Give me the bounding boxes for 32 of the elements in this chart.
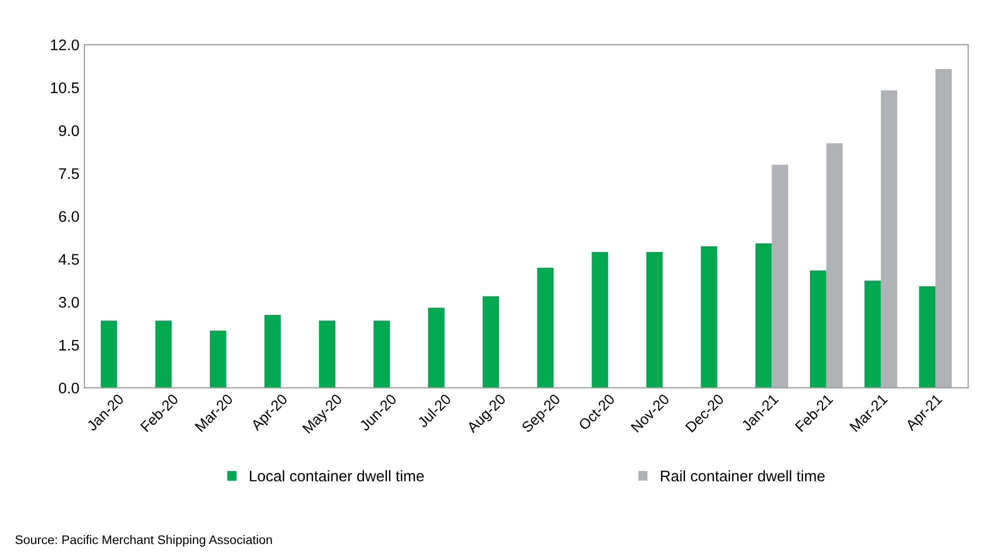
bar bbox=[772, 164, 788, 388]
bar bbox=[264, 314, 281, 388]
bar bbox=[537, 268, 554, 388]
y-tick-label: 12.0 bbox=[50, 40, 79, 50]
y-tick-label: 0.0 bbox=[58, 382, 79, 394]
bar bbox=[374, 320, 390, 388]
bar bbox=[318, 320, 336, 388]
y-tick-label: 10.5 bbox=[50, 82, 79, 94]
bar bbox=[919, 286, 936, 388]
bar bbox=[826, 143, 843, 388]
bar bbox=[100, 320, 118, 388]
source-note: Source: Pacific Merchant Shipping Association bbox=[15, 534, 272, 547]
bar bbox=[880, 90, 898, 388]
bar bbox=[864, 280, 881, 388]
y-tick-label: 7.5 bbox=[59, 168, 79, 180]
legend-label: Local container dwell time bbox=[250, 470, 424, 482]
bar bbox=[428, 308, 444, 388]
bar bbox=[210, 330, 226, 388]
bar bbox=[700, 246, 718, 388]
y-tick-label: 6.0 bbox=[59, 211, 79, 222]
y-tick-label: 4.5 bbox=[58, 254, 79, 265]
bar bbox=[646, 252, 663, 388]
bar bbox=[155, 320, 172, 388]
bar bbox=[810, 270, 826, 388]
y-tick-label: 9.0 bbox=[59, 125, 79, 136]
bar bbox=[592, 252, 608, 388]
legend-label: Rail container dwell time bbox=[660, 470, 825, 482]
y-tick-label: 3.0 bbox=[58, 296, 79, 308]
bar bbox=[755, 243, 772, 388]
bar bbox=[935, 68, 952, 388]
bar bbox=[482, 296, 500, 388]
y-tick-label: 1.5 bbox=[59, 340, 79, 351]
